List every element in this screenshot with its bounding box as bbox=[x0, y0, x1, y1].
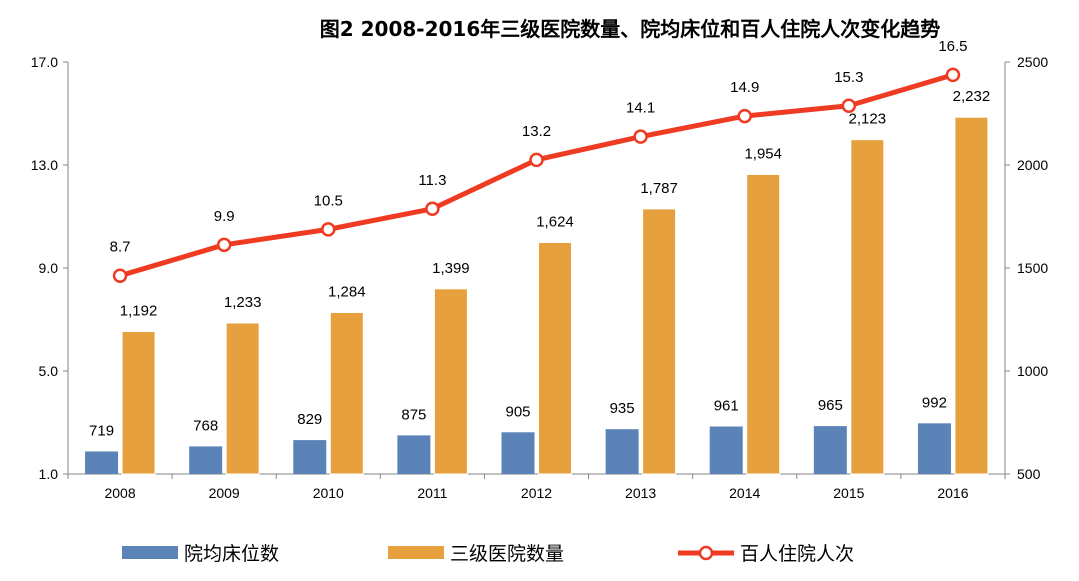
bar-bed-count-label: 719 bbox=[89, 422, 114, 439]
line-point-label: 10.5 bbox=[314, 192, 343, 209]
bar-hospital-count bbox=[538, 241, 572, 475]
bar-bed-count-label: 905 bbox=[505, 403, 530, 420]
line-point-label: 16.5 bbox=[938, 38, 967, 55]
line-point-label: 11.3 bbox=[418, 172, 446, 189]
bar-bed-count-label: 935 bbox=[610, 400, 635, 417]
bar-hospital-count bbox=[850, 139, 885, 475]
x-tick-label: 2009 bbox=[209, 485, 240, 501]
bar-hospital-count bbox=[642, 208, 677, 475]
y-left-tick-label: 5.0 bbox=[39, 363, 59, 379]
line-point-inpatient-rate bbox=[841, 98, 857, 114]
series-inpatient-rate: 8.7 9.9 10.5 11.3 13.2 14.1 14.9 15.3 16.5 bbox=[110, 38, 968, 283]
line-point-inpatient-rate bbox=[216, 237, 232, 253]
line-point-inpatient-rate bbox=[945, 67, 961, 83]
bar-hospital-count-label: 1,954 bbox=[744, 145, 782, 162]
bar-bed-count-label: 961 bbox=[714, 398, 739, 415]
bar-bed-count-label: 768 bbox=[193, 417, 218, 434]
axes: 17.0 13.0 9.0 5.0 1.0 2500 2000 1500 1000 500 2008… bbox=[31, 54, 1049, 501]
x-tick-label: 2014 bbox=[729, 485, 760, 501]
bar-hospital-count-label: 1,192 bbox=[120, 302, 158, 319]
bar-hospital-count bbox=[225, 322, 260, 475]
bar-hospital-count-label: 1,787 bbox=[640, 180, 678, 197]
line-point-label: 13.2 bbox=[522, 123, 551, 140]
bar-hospital-count-label: 1,624 bbox=[536, 213, 574, 230]
line-point-label: 14.1 bbox=[626, 100, 655, 117]
legend-swatch-hospital-count bbox=[388, 546, 444, 559]
bar-hospital-count bbox=[121, 330, 156, 475]
bar-hospital-count bbox=[746, 173, 781, 475]
legend-swatch-bed-count bbox=[122, 546, 178, 559]
bar-bed-count bbox=[917, 423, 951, 474]
x-tick-label: 2008 bbox=[104, 485, 135, 501]
bar-hospital-count bbox=[954, 116, 989, 475]
series-bed-count: 719 768 829 875 905 935 961 965 992 bbox=[85, 394, 951, 474]
x-tick-label: 2011 bbox=[417, 485, 447, 501]
bar-hospital-count-label: 1,399 bbox=[432, 260, 470, 277]
bar-hospital-count-label: 1,233 bbox=[224, 294, 262, 311]
bar-bed-count bbox=[709, 426, 743, 474]
legend-label-hospital-count: 三级医院数量 bbox=[450, 543, 564, 565]
line-point-inpatient-rate bbox=[112, 268, 128, 283]
line-point-inpatient-rate bbox=[529, 152, 544, 168]
legend-label-inpatient-rate: 百人住院人次 bbox=[740, 543, 854, 565]
y-left-tick-label: 1.0 bbox=[39, 466, 59, 482]
bar-bed-count bbox=[605, 429, 639, 474]
x-tick-label: 2012 bbox=[521, 485, 552, 501]
line-point-inpatient-rate bbox=[321, 222, 336, 237]
x-tick-label: 2015 bbox=[833, 485, 864, 501]
y-right-tick-label: 1000 bbox=[1017, 363, 1048, 379]
legend-label-bed-count: 院均床位数 bbox=[184, 543, 279, 565]
line-point-inpatient-rate bbox=[633, 129, 648, 144]
line-point-label: 9.9 bbox=[214, 208, 235, 225]
bar-hospital-count-label: 2,232 bbox=[953, 88, 991, 105]
legend-marker-inpatient-rate bbox=[698, 545, 714, 561]
line-point-inpatient-rate bbox=[425, 201, 440, 217]
bar-hospital-count bbox=[433, 288, 468, 475]
line-point-label: 14.9 bbox=[730, 79, 759, 96]
x-tick-label: 2016 bbox=[937, 485, 968, 501]
bar-bed-count-label: 875 bbox=[401, 406, 426, 423]
bar-bed-count bbox=[293, 440, 327, 474]
y-left-tick-label: 13.0 bbox=[31, 157, 58, 173]
y-right-tick-label: 1500 bbox=[1017, 260, 1048, 276]
x-tick-label: 2013 bbox=[625, 485, 656, 501]
bar-bed-count-label: 992 bbox=[922, 394, 947, 411]
y-right-tick-label: 500 bbox=[1017, 466, 1041, 482]
line-point-inpatient-rate bbox=[737, 108, 752, 124]
x-tick-label: 2010 bbox=[313, 485, 344, 501]
y-right-tick-label: 2000 bbox=[1017, 157, 1048, 173]
line-point-label: 8.7 bbox=[110, 239, 131, 256]
line-point-label: 15.3 bbox=[834, 69, 863, 86]
legend: 院均床位数 三级医院数量 百人住院人次 bbox=[122, 543, 854, 565]
bar-bed-count bbox=[397, 435, 431, 474]
bar-hospital-count-label: 1,284 bbox=[328, 283, 366, 300]
bar-bed-count bbox=[85, 451, 119, 474]
bar-bed-count bbox=[501, 432, 535, 474]
bar-hospital-count bbox=[329, 311, 364, 475]
bar-bed-count bbox=[189, 446, 223, 474]
line-inpatient-rate bbox=[119, 72, 954, 279]
bar-bed-count-label: 829 bbox=[297, 411, 322, 428]
bar-hospital-count-label: 2,123 bbox=[849, 111, 887, 128]
bar-bed-count bbox=[813, 426, 847, 474]
y-left-tick-label: 9.0 bbox=[39, 260, 59, 276]
series-hospital-count: 1,192 1,233 1,284 1,399 1,624 1,787 1,954 2,123… bbox=[120, 88, 991, 475]
bar-bed-count-label: 965 bbox=[818, 397, 843, 414]
chart-title: 图2 2008-2016年三级医院数量、院均床位和百人住院人次变化趋势 bbox=[320, 17, 941, 41]
y-right-tick-label: 2500 bbox=[1017, 54, 1048, 70]
y-left-tick-label: 17.0 bbox=[31, 54, 58, 70]
